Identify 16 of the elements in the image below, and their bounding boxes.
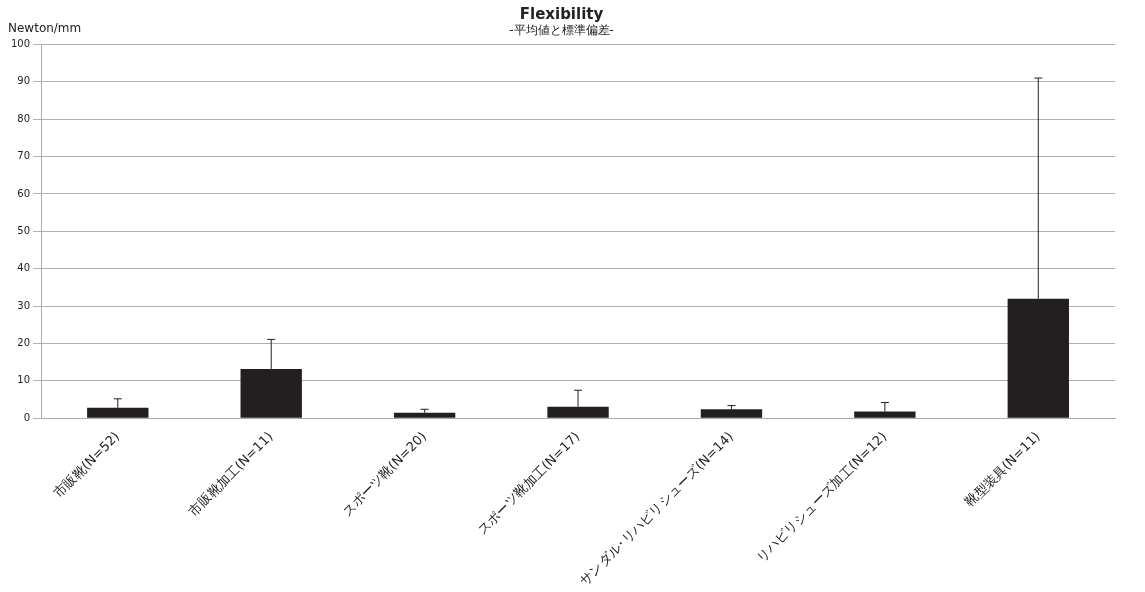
chart-title: Flexibility	[519, 4, 604, 23]
chart-subtitle: -平均値と標準偏差-	[509, 23, 614, 38]
bar	[700, 409, 763, 418]
y-tick-label: 10	[17, 374, 31, 386]
y-tick-label: 90	[17, 75, 31, 87]
y-tick-label: 70	[17, 150, 31, 162]
y-tick-label: 50	[17, 224, 31, 236]
y-tick-label: 40	[17, 262, 31, 274]
y-tick-label: 80	[17, 112, 31, 124]
y-tick-label: 60	[17, 187, 31, 199]
y-tick-label: 0	[23, 411, 31, 423]
y-tick-label: 20	[17, 337, 31, 349]
y-tick-label: 30	[17, 299, 31, 311]
y-tick-label: 100	[10, 37, 31, 49]
bar	[393, 412, 456, 418]
y-axis-title: Newton/mm	[8, 21, 82, 35]
